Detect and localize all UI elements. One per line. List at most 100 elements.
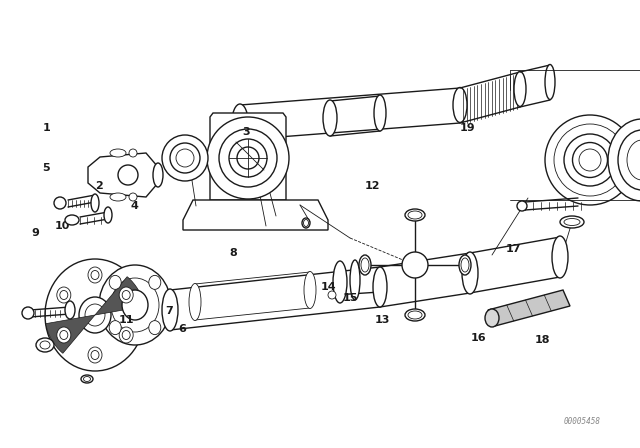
Text: 15: 15 (343, 293, 358, 303)
Ellipse shape (328, 291, 336, 299)
Ellipse shape (408, 311, 422, 319)
Ellipse shape (304, 271, 316, 309)
Ellipse shape (88, 347, 102, 363)
Ellipse shape (91, 271, 99, 280)
Ellipse shape (129, 193, 137, 201)
Text: 17: 17 (506, 244, 521, 254)
Ellipse shape (552, 236, 568, 278)
Ellipse shape (461, 258, 469, 272)
Ellipse shape (545, 115, 635, 205)
Ellipse shape (554, 124, 626, 196)
Ellipse shape (153, 163, 163, 187)
Ellipse shape (462, 252, 478, 294)
Ellipse shape (110, 149, 126, 157)
Ellipse shape (65, 301, 75, 319)
Ellipse shape (453, 87, 467, 122)
Ellipse shape (219, 129, 277, 187)
Ellipse shape (618, 130, 640, 190)
Ellipse shape (237, 147, 259, 169)
Text: 3: 3 (243, 127, 250, 137)
Ellipse shape (170, 143, 200, 173)
Ellipse shape (119, 287, 133, 303)
Ellipse shape (36, 338, 54, 352)
Ellipse shape (361, 258, 369, 272)
Text: 13: 13 (375, 315, 390, 325)
Wedge shape (45, 315, 95, 353)
Text: 1: 1 (42, 123, 50, 133)
Ellipse shape (405, 209, 425, 221)
Text: 14: 14 (321, 282, 336, 292)
Ellipse shape (573, 142, 607, 177)
Ellipse shape (45, 259, 145, 371)
Ellipse shape (229, 139, 267, 177)
Text: 7: 7 (166, 306, 173, 316)
Ellipse shape (627, 140, 640, 180)
Text: 9: 9 (31, 228, 39, 238)
Text: 19: 19 (460, 123, 475, 133)
Ellipse shape (459, 255, 471, 275)
Ellipse shape (374, 95, 386, 131)
Ellipse shape (81, 375, 93, 383)
Wedge shape (95, 277, 144, 315)
Ellipse shape (57, 327, 71, 343)
Ellipse shape (79, 297, 111, 333)
Ellipse shape (148, 321, 161, 335)
Ellipse shape (85, 304, 105, 326)
Ellipse shape (564, 219, 580, 225)
Text: 2: 2 (95, 181, 103, 191)
Ellipse shape (22, 307, 34, 319)
Ellipse shape (119, 327, 133, 343)
Ellipse shape (129, 149, 137, 157)
Text: 16: 16 (471, 333, 486, 343)
Ellipse shape (408, 211, 422, 219)
Ellipse shape (122, 290, 130, 300)
Ellipse shape (485, 309, 499, 327)
Ellipse shape (60, 331, 68, 340)
Ellipse shape (60, 290, 68, 300)
Ellipse shape (232, 104, 248, 140)
Ellipse shape (162, 135, 208, 181)
Ellipse shape (110, 193, 126, 201)
Ellipse shape (560, 216, 584, 228)
Ellipse shape (373, 267, 387, 307)
Polygon shape (210, 113, 286, 200)
Ellipse shape (514, 72, 526, 107)
Ellipse shape (350, 260, 360, 300)
Ellipse shape (122, 290, 148, 320)
Text: 4: 4 (131, 201, 138, 211)
Ellipse shape (359, 255, 371, 275)
Ellipse shape (104, 207, 112, 223)
Ellipse shape (118, 165, 138, 185)
Ellipse shape (162, 289, 178, 331)
Ellipse shape (57, 287, 71, 303)
Ellipse shape (88, 267, 102, 283)
Ellipse shape (402, 252, 428, 278)
Ellipse shape (99, 265, 171, 345)
Text: 10: 10 (55, 221, 70, 231)
Ellipse shape (176, 149, 194, 167)
Ellipse shape (302, 218, 310, 228)
Text: 18: 18 (535, 336, 550, 345)
Ellipse shape (109, 276, 121, 289)
Polygon shape (488, 290, 570, 326)
Ellipse shape (54, 197, 66, 209)
Ellipse shape (111, 278, 159, 332)
Ellipse shape (608, 119, 640, 201)
Ellipse shape (405, 309, 425, 321)
Polygon shape (88, 153, 158, 197)
Polygon shape (183, 200, 328, 230)
Ellipse shape (333, 261, 347, 303)
Ellipse shape (122, 331, 130, 340)
Ellipse shape (40, 341, 50, 349)
Ellipse shape (207, 117, 289, 199)
Ellipse shape (189, 284, 201, 320)
Ellipse shape (303, 220, 308, 227)
Text: 8: 8 (230, 248, 237, 258)
Text: 5: 5 (42, 163, 50, 173)
Text: 00005458: 00005458 (564, 417, 601, 426)
Ellipse shape (65, 215, 79, 225)
Text: 6: 6 (179, 324, 186, 334)
Ellipse shape (148, 276, 161, 289)
Ellipse shape (564, 134, 616, 186)
Ellipse shape (323, 100, 337, 136)
